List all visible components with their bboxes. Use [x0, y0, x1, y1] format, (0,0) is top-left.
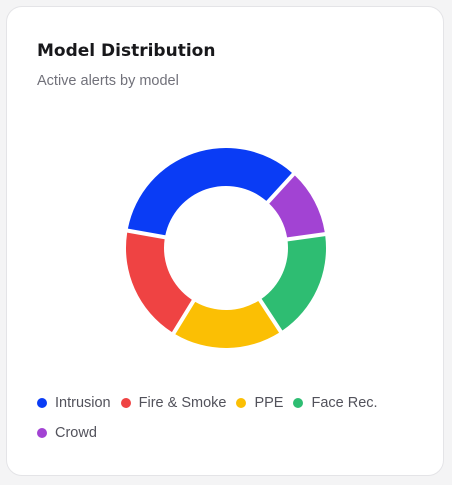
- donut-slice-ppe[interactable]: [175, 300, 280, 348]
- donut-slice-intrusion[interactable]: [127, 148, 292, 236]
- legend-item-crowd[interactable]: Crowd: [37, 423, 97, 443]
- legend-item-fire-smoke[interactable]: Fire & Smoke: [120, 393, 227, 413]
- legend-label: Crowd: [55, 425, 97, 441]
- donut-slice-crowd[interactable]: [269, 175, 325, 238]
- donut-slice-face-rec[interactable]: [261, 236, 327, 331]
- legend-item-intrusion[interactable]: Intrusion: [37, 393, 111, 413]
- donut-slice-fire-smoke[interactable]: [125, 232, 192, 333]
- chart-legend: Intrusion Fire & Smoke PPE Face Rec. Crowd: [37, 393, 417, 443]
- model-distribution-card: Model Distribution Active alerts by mode…: [6, 6, 444, 476]
- legend-swatch: [236, 398, 247, 408]
- card-title: Model Distribution: [37, 41, 216, 61]
- legend-label: Face Rec.: [311, 395, 378, 411]
- legend-item-ppe[interactable]: PPE: [236, 393, 283, 413]
- legend-label: Intrusion: [55, 395, 111, 411]
- legend-label: Fire & Smoke: [138, 395, 227, 411]
- card-subtitle: Active alerts by model: [37, 73, 179, 89]
- legend-swatch: [37, 428, 47, 438]
- legend-item-face-rec[interactable]: Face Rec.: [293, 393, 378, 413]
- legend-swatch: [120, 398, 131, 408]
- legend-label: PPE: [254, 395, 284, 411]
- legend-swatch: [293, 398, 304, 408]
- donut-chart: [125, 148, 327, 348]
- legend-swatch: [37, 398, 47, 408]
